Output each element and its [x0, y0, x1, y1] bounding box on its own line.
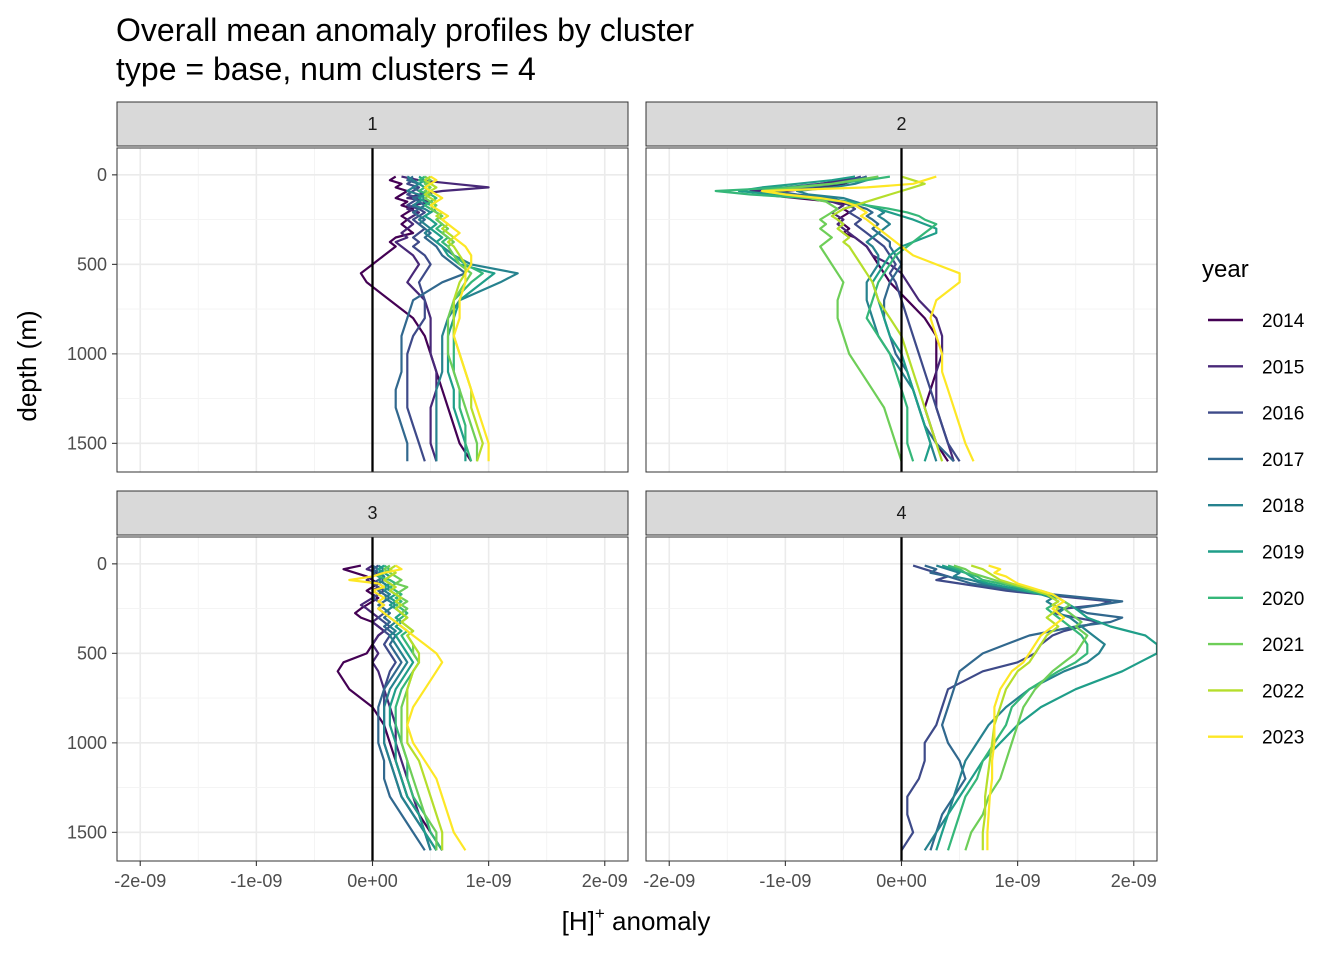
facet-panels: 1 0 500 1000 1500 2 3 0 500 1000 1500 -2e-09 -1e-09 0… — [67, 101, 1158, 891]
x-tick-label: -2e-09 — [643, 871, 695, 891]
series-line-2023 — [423, 175, 490, 462]
legend-label: 2023 — [1262, 728, 1304, 749]
legend-label: 2021 — [1262, 635, 1304, 656]
series-line-2021 — [953, 564, 1089, 851]
x-tick-label: -1e-09 — [230, 871, 282, 891]
series-line-2023 — [348, 564, 467, 851]
series-line-2020 — [946, 564, 1089, 851]
facet-panel-2: 2 — [645, 101, 1158, 473]
y-tick-label: 0 — [97, 165, 107, 185]
facet-panel-3: 3 0 500 1000 1500 -2e-09 -1e-09 0e+00 1e-09 2e-09 — [67, 490, 629, 891]
facet-strip — [116, 101, 629, 147]
x-tick-label: 1e-09 — [995, 871, 1041, 891]
legend-item-2018: 2018 — [1208, 496, 1304, 517]
series-line-2017 — [772, 175, 955, 463]
series-line-2023 — [760, 175, 975, 462]
series-line-2022 — [830, 175, 944, 462]
panel-border — [116, 147, 629, 473]
series-line-2023 — [986, 564, 1066, 851]
x-tick-label: 2e-09 — [582, 871, 628, 891]
x-tick-label: 0e+00 — [347, 871, 398, 891]
series-group — [336, 564, 467, 851]
legend-item-2020: 2020 — [1208, 589, 1304, 610]
legend-label: 2017 — [1262, 450, 1304, 471]
x-axis-title-main: [H] — [562, 906, 595, 936]
legend-item-2015: 2015 — [1208, 357, 1304, 378]
legend: year 2014 2015 2016 2017 2018 2019 2020 2021 2022… — [1202, 256, 1305, 749]
legend-label: 2016 — [1262, 404, 1304, 425]
legend-item-2021: 2021 — [1208, 635, 1304, 656]
series-group — [359, 175, 519, 462]
series-line-2022 — [383, 564, 444, 851]
series-line-2016 — [406, 175, 432, 462]
chart-title: Overall mean anomaly profiles by cluster — [116, 12, 694, 48]
facet-strip-label: 1 — [367, 114, 377, 134]
facet-strip — [645, 490, 1158, 536]
legend-title: year — [1202, 256, 1249, 283]
legend-item-2017: 2017 — [1208, 450, 1304, 471]
y-tick-label: 1500 — [67, 822, 107, 842]
x-axis-title-superscript: + — [595, 904, 605, 923]
x-axis-title-rest: anomaly — [605, 906, 711, 936]
legend-label: 2015 — [1262, 357, 1304, 378]
legend-label: 2019 — [1262, 543, 1304, 564]
series-group — [714, 175, 975, 463]
legend-item-2019: 2019 — [1208, 543, 1304, 564]
y-tick-label: 0 — [97, 554, 107, 574]
legend-label: 2020 — [1262, 589, 1304, 610]
x-axis-title: [H]+ anomaly — [562, 904, 711, 936]
facet-panel-1: 1 0 500 1000 1500 — [67, 101, 629, 473]
facet-strip-label: 4 — [896, 503, 906, 523]
x-tick-label: 0e+00 — [876, 871, 927, 891]
series-line-2015 — [394, 175, 490, 462]
legend-label: 2022 — [1262, 681, 1304, 702]
series-line-2019 — [377, 564, 438, 851]
legend-item-2023: 2023 — [1208, 728, 1304, 749]
y-axis-title: depth (m) — [12, 310, 42, 421]
series-line-2022 — [970, 564, 1060, 851]
series-line-2019 — [417, 175, 496, 462]
x-tick-label: 1e-09 — [466, 871, 512, 891]
legend-item-2014: 2014 — [1208, 311, 1305, 332]
facet-strip — [645, 101, 1158, 147]
series-line-2020 — [714, 175, 938, 462]
series-line-2019 — [935, 564, 1157, 851]
facet-strip-label: 2 — [896, 114, 906, 134]
legend-item-2022: 2022 — [1208, 681, 1304, 702]
series-group — [900, 564, 1157, 851]
facet-strip — [116, 490, 629, 536]
y-tick-label: 500 — [77, 254, 107, 274]
y-tick-label: 1000 — [67, 733, 107, 753]
x-tick-label: 2e-09 — [1111, 871, 1157, 891]
legend-label: 2018 — [1262, 496, 1304, 517]
y-tick-label: 1500 — [67, 433, 107, 453]
panel-border — [645, 147, 1158, 473]
x-tick-label: -2e-09 — [114, 871, 166, 891]
facet-strip-label: 3 — [367, 503, 377, 523]
x-tick-label: -1e-09 — [759, 871, 811, 891]
y-tick-label: 1000 — [67, 344, 107, 364]
series-line-2018 — [795, 175, 938, 462]
facet-panel-4: 4 -2e-09 -1e-09 0e+00 1e-09 2e-09 — [643, 490, 1158, 891]
chart-subtitle: type = base, num clusters = 4 — [116, 51, 536, 87]
legend-label: 2014 — [1262, 311, 1305, 332]
y-tick-label: 500 — [77, 643, 107, 663]
legend-item-2016: 2016 — [1208, 404, 1304, 425]
